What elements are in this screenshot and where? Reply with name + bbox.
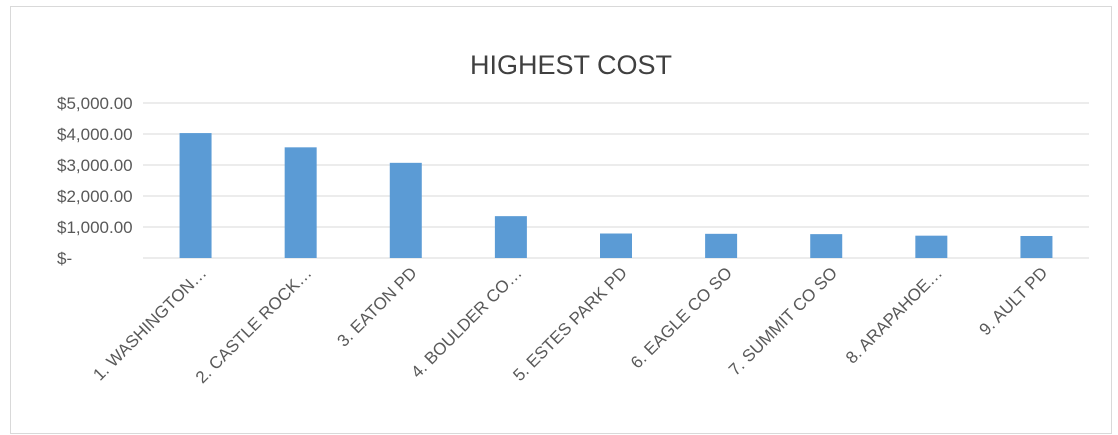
x-tick-label: 3. EATON PD xyxy=(333,263,420,350)
x-tick-label: 5. ESTES PARK PD xyxy=(509,263,630,384)
y-tick-label: $3,000.00 xyxy=(57,156,133,175)
bar xyxy=(600,233,632,258)
y-axis-tick-labels: $- $1,000.00 $2,000.00 $3,000.00 $4,000.00 $5… xyxy=(57,94,133,268)
bar xyxy=(494,216,527,258)
x-tick-label: 7. SUMMIT CO SO xyxy=(725,263,841,379)
y-tick-label: $1,000.00 xyxy=(57,218,133,237)
x-axis-tick-labels: 1. WASHINGTON…2. CASTLE ROCK… 3. EATON PD… xyxy=(89,263,1051,387)
bar xyxy=(1020,235,1053,258)
x-tick-label: 4. BOULDER CO… xyxy=(407,263,525,381)
bar xyxy=(810,234,843,258)
bar xyxy=(284,147,317,258)
y-tick-label: $4,000.00 xyxy=(57,125,133,144)
bar xyxy=(389,162,422,258)
bar xyxy=(705,233,738,258)
x-tick-label: 2. CASTLE ROCK… xyxy=(192,263,316,387)
chart-title: HIGHEST COST xyxy=(470,50,672,80)
x-tick-label: 6. EAGLE CO SO xyxy=(627,263,736,372)
y-tick-label: $5,000.00 xyxy=(57,94,133,113)
x-tick-label: 1. WASHINGTON… xyxy=(89,263,210,384)
x-tick-label: 9. AULT PD xyxy=(975,263,1051,339)
y-tick-label: $- xyxy=(57,249,72,268)
y-tick-label: $2,000.00 xyxy=(57,187,133,206)
bar xyxy=(179,133,212,258)
bar-chart: HIGHEST COST $- $1,000.00 $2,000.00 $3,000.… xyxy=(57,50,1089,387)
bar xyxy=(915,235,948,258)
x-tick-label: 8. ARAPAHOE… xyxy=(842,263,946,367)
bars xyxy=(179,133,1053,258)
chart-frame: HIGHEST COST $- $1,000.00 $2,000.00 $3,000.… xyxy=(10,6,1112,434)
